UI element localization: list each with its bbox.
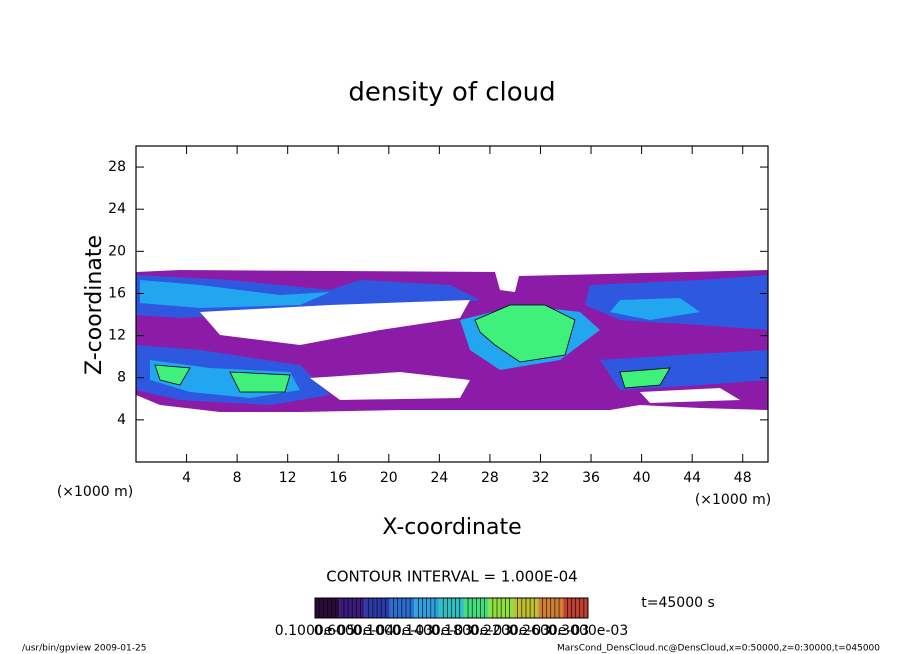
x-tick-label: 8 — [233, 470, 242, 486]
x-tick-label: 28 — [481, 470, 499, 486]
contour-interval: CONTOUR INTERVAL = 1.000E-04 — [326, 568, 577, 586]
colorbar-label: 0.1000e-03 — [353, 623, 433, 639]
colorbar-label: 0.1800e-03 — [431, 623, 511, 639]
y-tick-label: 12 — [108, 328, 126, 344]
x-tick-label: 36 — [582, 470, 600, 486]
x-tick-label: 24 — [430, 470, 448, 486]
y-tick-label: 20 — [108, 243, 126, 259]
x-tick-label: 40 — [633, 470, 651, 486]
x-tick-label: 12 — [279, 470, 297, 486]
x-tick-label: 16 — [329, 470, 347, 486]
plot-frame — [135, 145, 769, 463]
x-tick-label: 32 — [532, 470, 550, 486]
colorbar-label: 0.2200e-03 — [470, 623, 550, 639]
y-tick-label: 24 — [108, 201, 126, 217]
y-tick-label: 28 — [108, 159, 126, 175]
y-unit-label: (×1000 m) — [57, 484, 133, 500]
colorbar-label: 0.1000e-05 — [275, 623, 355, 639]
x-unit-label: (×1000 m) — [695, 492, 771, 508]
x-axis-label: X-coordinate — [382, 515, 521, 540]
footer-left: /usr/bin/gpview 2009-01-25 — [22, 644, 146, 654]
x-tick-label: 4 — [182, 470, 191, 486]
colorbar-label: 0.6000e-04 — [314, 623, 395, 639]
x-tick-label: 20 — [380, 470, 398, 486]
chart-title: density of cloud — [348, 78, 555, 108]
colorbar-label: 0.1400e-03 — [392, 623, 472, 639]
colorbar-label: 0.2600e-03 — [509, 623, 589, 639]
x-tick-label: 48 — [734, 470, 752, 486]
colorbar-frame — [314, 597, 589, 619]
y-axis-label: Z-coordinate — [82, 235, 107, 375]
contour-field — [136, 270, 768, 412]
y-tick-label: 4 — [117, 412, 126, 428]
time-label: t=45000 s — [641, 595, 715, 611]
colorbar-label: 0.3000e-03 — [548, 623, 628, 639]
x-tick-label: 44 — [683, 470, 701, 486]
y-tick-label: 8 — [117, 370, 126, 386]
footer-right: MarsCond_DensCloud.nc@DensCloud,x=0:5000… — [557, 644, 880, 654]
y-tick-label: 16 — [108, 285, 126, 301]
